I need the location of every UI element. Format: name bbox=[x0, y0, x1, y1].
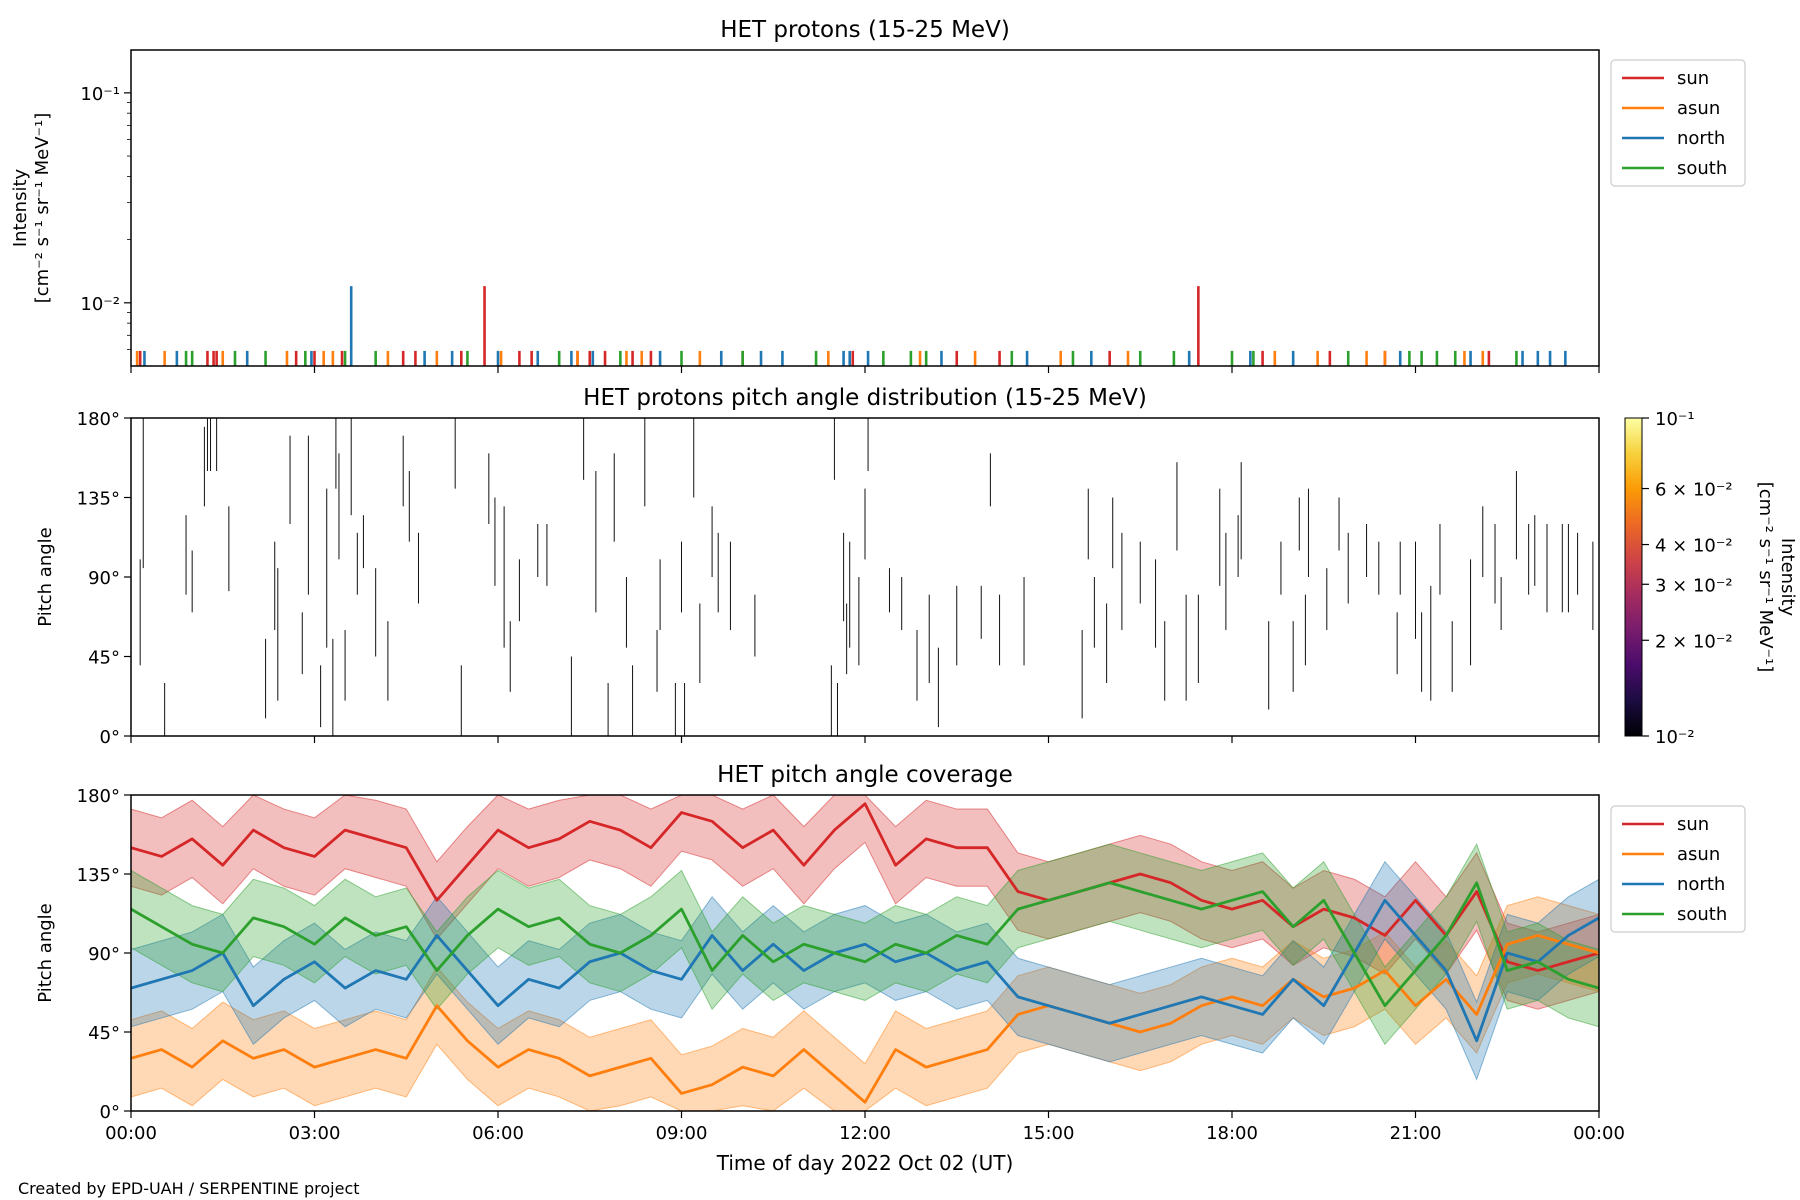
legend-box bbox=[1610, 59, 1746, 187]
colorbar-tick-label: 10⁻² bbox=[1655, 727, 1695, 748]
x-tick-label: 00:00 bbox=[1573, 1123, 1625, 1144]
x-tick-label: 03:00 bbox=[289, 1123, 341, 1144]
panel1-legend: sun asun north south bbox=[1610, 59, 1746, 187]
legend-label-sun: sun bbox=[1677, 814, 1709, 835]
panel2-ylabel: Pitch angle bbox=[35, 527, 56, 626]
panel1-x-ticks bbox=[130, 366, 1600, 373]
panel1-title: HET protons (15-25 MeV) bbox=[720, 17, 1010, 43]
y-tick-label: 45° bbox=[88, 1023, 120, 1044]
colorbar-tick-label: 3 × 10⁻² bbox=[1655, 575, 1733, 596]
y-tick-label: 135° bbox=[77, 489, 120, 510]
panel2-plot-area bbox=[139, 418, 1594, 736]
legend-label-south: south bbox=[1677, 158, 1727, 179]
x-tick-label: 09:00 bbox=[656, 1123, 708, 1144]
x-tick-label: 15:00 bbox=[1023, 1123, 1075, 1144]
panel3-y-ticks: 180° 135° 90° 45° 0° bbox=[77, 786, 131, 1123]
panel3-legend: sun asun north south bbox=[1610, 805, 1746, 933]
y-tick-label: 0° bbox=[100, 727, 120, 748]
y-tick-label: 10⁻² bbox=[80, 294, 120, 315]
x-axis-label: Time of day 2022 Oct 02 (UT) bbox=[716, 1151, 1014, 1175]
svg-text:[cm⁻² s⁻¹ sr⁻¹ MeV⁻¹]: [cm⁻² s⁻¹ sr⁻¹ MeV⁻¹] bbox=[32, 113, 53, 304]
legend-label-north: north bbox=[1677, 128, 1725, 149]
y-tick-label: 10⁻¹ bbox=[80, 84, 120, 105]
y-tick-label: 90° bbox=[88, 568, 120, 589]
panel1-plot-area bbox=[135, 286, 1567, 366]
colorbar bbox=[1624, 417, 1643, 737]
x-tick-label: 00:00 bbox=[105, 1123, 157, 1144]
svg-text:Intensity: Intensity bbox=[10, 168, 31, 247]
panel3-plot-area bbox=[131, 795, 1599, 1111]
y-tick-label: 180° bbox=[77, 409, 120, 430]
x-tick-label: 21:00 bbox=[1390, 1123, 1442, 1144]
legend-label-asun: asun bbox=[1677, 844, 1720, 865]
panel1-ylabel: Intensity [cm⁻² s⁻¹ sr⁻¹ MeV⁻¹] bbox=[10, 113, 53, 304]
y-tick-label: 45° bbox=[88, 648, 120, 669]
panel2-x-ticks bbox=[130, 736, 1600, 743]
y-tick-label: 180° bbox=[77, 786, 120, 807]
panel2-title: HET protons pitch angle distribution (15… bbox=[583, 385, 1147, 411]
colorbar-tick-label: 6 × 10⁻² bbox=[1655, 480, 1733, 501]
panel1-y-ticks: 10⁻¹ 10⁻² bbox=[80, 84, 131, 350]
legend-label-asun: asun bbox=[1677, 98, 1720, 119]
x-tick-label: 06:00 bbox=[472, 1123, 524, 1144]
footer-credit: Created by EPD-UAH / SERPENTINE project bbox=[18, 1179, 360, 1198]
legend-label-sun: sun bbox=[1677, 68, 1709, 89]
asun-band bbox=[131, 896, 1599, 1111]
x-tick-label: 18:00 bbox=[1206, 1123, 1258, 1144]
legend-box bbox=[1610, 805, 1746, 933]
y-tick-label: 0° bbox=[100, 1102, 120, 1123]
legend-label-south: south bbox=[1677, 904, 1727, 925]
sun-line bbox=[131, 802, 1599, 972]
y-tick-label: 90° bbox=[88, 944, 120, 965]
y-tick-label: 135° bbox=[77, 865, 120, 886]
sun-band bbox=[131, 795, 1599, 1010]
legend-label-north: north bbox=[1677, 874, 1725, 895]
colorbar-tick-label: 4 × 10⁻² bbox=[1655, 536, 1733, 557]
panel3-x-ticks: 00:00 03:00 06:00 09:00 12:00 15:00 18:00 21:00… bbox=[105, 1111, 1625, 1144]
colorbar-tick-label: 10⁻¹ bbox=[1655, 409, 1695, 430]
colorbar-tick-label: 2 × 10⁻² bbox=[1655, 631, 1733, 652]
panel2-y-ticks: 180° 135° 90° 45° 0° bbox=[77, 409, 131, 748]
panel3-title: HET pitch angle coverage bbox=[717, 762, 1013, 788]
colorbar-ticks: 10⁻¹ 6 × 10⁻² 4 × 10⁻² 3 × 10⁻² 2 × 10⁻² 10⁻² bbox=[1642, 409, 1733, 748]
asun-line bbox=[131, 934, 1599, 1104]
north-band bbox=[131, 860, 1599, 1081]
colorbar-label: Intensity [cm⁻² s⁻¹ sr⁻¹ MeV⁻¹] bbox=[1755, 482, 1798, 673]
south-line bbox=[131, 881, 1599, 1008]
x-tick-label: 12:00 bbox=[839, 1123, 891, 1144]
svg-text:[cm⁻² s⁻¹ sr⁻¹ MeV⁻¹]: [cm⁻² s⁻¹ sr⁻¹ MeV⁻¹] bbox=[1755, 482, 1776, 673]
svg-text:Intensity: Intensity bbox=[1777, 538, 1798, 617]
panel3-ylabel: Pitch angle bbox=[35, 903, 56, 1002]
